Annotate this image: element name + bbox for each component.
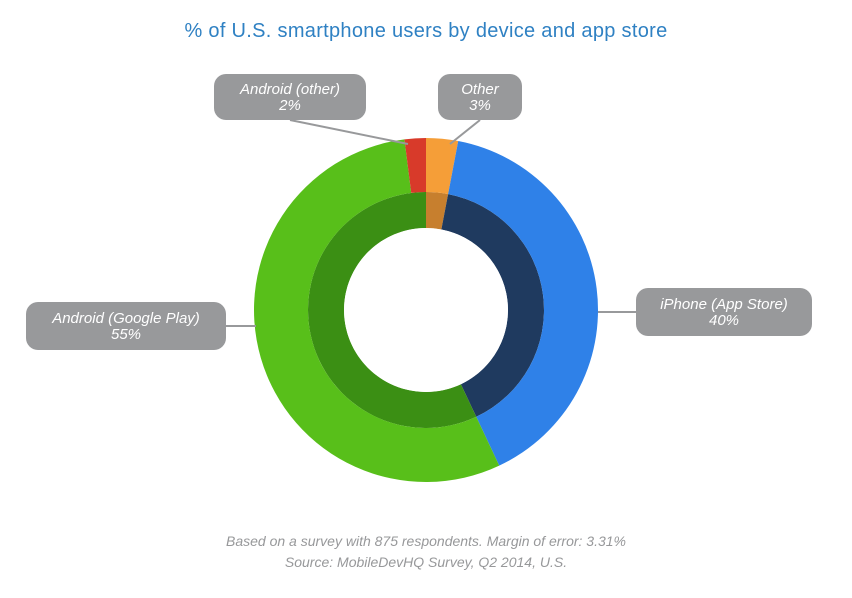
callout-value-android-other: 2% <box>278 97 301 114</box>
callout-value-android-googleplay: 55% <box>111 326 141 343</box>
callout-leader-android-other <box>290 120 408 144</box>
callout-label-android-other: Android (other) <box>239 81 340 98</box>
callout-value-iphone: 40% <box>709 312 739 329</box>
footer-line-1: Based on a survey with 875 respondents. … <box>0 531 852 551</box>
chart-footer: Based on a survey with 875 respondents. … <box>0 531 852 572</box>
callout-leader-other <box>450 120 480 144</box>
callout-label-iphone: iPhone (App Store) <box>660 296 788 313</box>
donut-chart: Android (other)2% Other3% iPhone (App Stor… <box>0 0 852 598</box>
callout-label-other: Other <box>461 81 500 98</box>
footer-line-2: Source: MobileDevHQ Survey, Q2 2014, U.S… <box>0 552 852 572</box>
callout-value-other: 3% <box>469 97 491 114</box>
callout-label-android-googleplay: Android (Google Play) <box>51 310 200 327</box>
donut-hole <box>344 228 508 392</box>
